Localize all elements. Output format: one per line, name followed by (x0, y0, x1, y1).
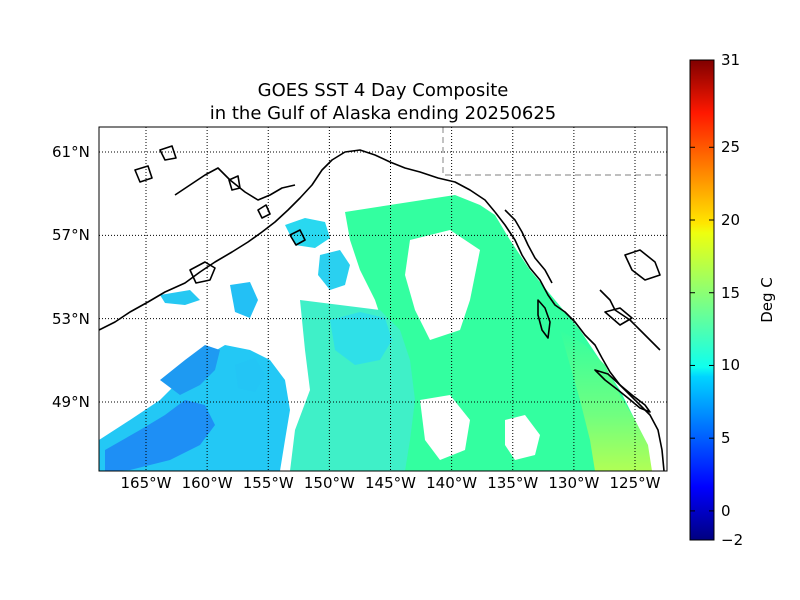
coastlines (99, 145, 665, 471)
cloud-gap-3 (505, 415, 540, 460)
longitude-label: 135°W (487, 474, 539, 492)
longitude-label: 145°W (365, 474, 416, 492)
southeast-alaska-coast (494, 211, 665, 471)
latitude-label: 57°N (52, 226, 90, 245)
longitude-label: 155°W (242, 474, 294, 492)
east-island-shapes (604, 249, 661, 326)
sst-region-small-4 (235, 358, 265, 392)
colorbar-tick-label: 25 (721, 138, 741, 157)
cloud-gap-1 (405, 230, 480, 340)
latitude-label: 49°N (52, 393, 90, 411)
latitude-label: 53°N (52, 309, 90, 328)
cook-inlet-coast (174, 167, 296, 201)
alaska-peninsula-coast (99, 149, 496, 331)
sst-region-small-3 (318, 250, 350, 290)
colorbar (689, 59, 715, 541)
longitude-label: 130°W (548, 474, 600, 492)
colorbar-tick-label: 31 (721, 51, 741, 69)
colorbar-tick-label: 10 (721, 356, 741, 375)
map-frame (98, 126, 668, 472)
latitude-label: 61°N (52, 143, 90, 161)
sst-region-small-1 (230, 282, 258, 318)
sst-region-cold-patch-2 (160, 345, 220, 395)
colorbar-tick-label: −2 (721, 531, 744, 549)
longitude-label: 125°W (609, 474, 661, 492)
inside-passage (504, 209, 553, 284)
sst-region-mid-patch (330, 312, 392, 365)
international-border (442, 127, 667, 176)
sst-region-north-patch (285, 218, 330, 248)
graticule (99, 127, 667, 471)
longitude-label: 140°W (426, 474, 478, 492)
vancouver-island (594, 369, 651, 413)
sst-region-small-2 (160, 290, 200, 305)
haida-gwaii (537, 299, 551, 339)
sst-region-cold-patch (105, 400, 215, 471)
colorbar-tick-label: 5 (721, 429, 731, 448)
cloud-gap-2 (420, 395, 470, 460)
sst-region-coast-warm (560, 330, 652, 471)
colorbar-ticks (690, 59, 714, 541)
longitude-label: 150°W (303, 474, 355, 492)
title-line-2: in the Gulf of Alaska ending 20250625 (209, 103, 557, 124)
kodiak-island (189, 261, 216, 284)
north-islands (134, 145, 306, 246)
colorbar-label: Deg C (757, 277, 776, 323)
longitude-label: 160°W (181, 474, 233, 492)
colorbar-tick-label: 20 (721, 211, 741, 229)
longitude-label: 165°W (120, 474, 172, 492)
colorbar-tick-label: 15 (721, 283, 741, 302)
sst-field (99, 195, 652, 471)
title-line-1: GOES SST 4 Day Composite (257, 80, 509, 101)
colorbar-tick-label: 0 (721, 501, 731, 520)
